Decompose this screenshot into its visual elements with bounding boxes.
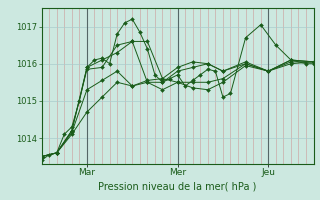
X-axis label: Pression niveau de la mer( hPa ): Pression niveau de la mer( hPa ) xyxy=(99,181,257,191)
